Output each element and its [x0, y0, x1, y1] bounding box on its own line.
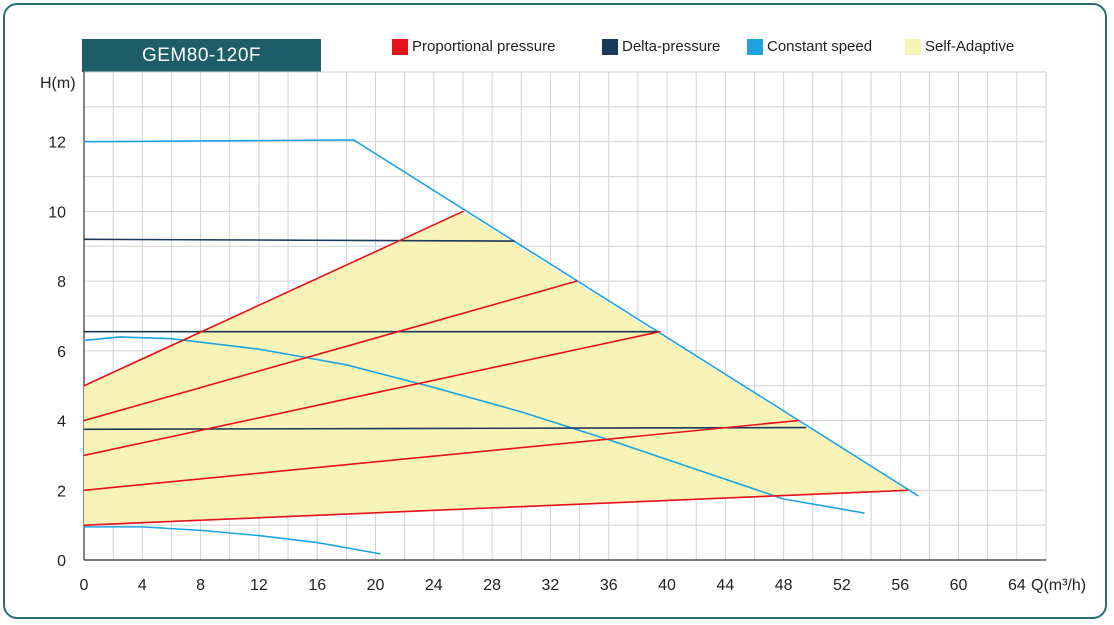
x-tick-label: 60	[950, 577, 968, 594]
x-tick-label: 16	[308, 577, 326, 594]
constant-speed-curve	[83, 139, 919, 497]
y-tick-label: 12	[48, 135, 66, 152]
x-tick-label: 64	[1008, 577, 1026, 594]
x-tick-label: 40	[658, 577, 676, 594]
x-tick-label: 4	[138, 577, 147, 594]
y-tick-label: 10	[48, 204, 66, 221]
x-tick-label: 52	[833, 577, 851, 594]
legend-label: Constant speed	[767, 38, 873, 56]
legend-swatch	[392, 38, 408, 55]
x-tick-label: 20	[367, 577, 385, 594]
x-tick-label: 8	[196, 577, 205, 594]
x-tick-label: 24	[425, 577, 443, 594]
x-tick-label: 0	[80, 577, 89, 594]
legend-swatch	[747, 38, 763, 55]
legend-item: Constant speed	[747, 38, 872, 56]
proportional-pressure-curve	[83, 419, 800, 492]
x-tick-label: 48	[775, 577, 793, 594]
y-tick-label: 4	[57, 414, 66, 431]
proportional-pressure-curve	[83, 330, 661, 457]
x-axis-label: Q(m³/h)	[1031, 577, 1086, 594]
legend-item: Proportional pressure	[392, 38, 555, 56]
legend-item: Delta-pressure	[602, 38, 720, 56]
x-tick-label: 32	[542, 577, 560, 594]
proportional-pressure-curve	[83, 280, 578, 422]
legend-label: Delta-pressure	[622, 38, 721, 56]
legend-label: Proportional pressure	[412, 38, 556, 56]
proportional-pressure-curve	[83, 210, 464, 387]
constant-speed-curve	[83, 526, 381, 555]
x-tick-label: 36	[600, 577, 618, 594]
self-adaptive-area	[84, 211, 908, 526]
y-tick-label: 0	[57, 553, 66, 570]
constant-speed-curve	[83, 336, 865, 514]
proportional-pressure-curve	[83, 489, 909, 526]
y-tick-label: 8	[57, 274, 66, 291]
legend-swatch	[602, 38, 618, 55]
x-tick-label: 28	[483, 577, 501, 594]
legend-label: Self-Adaptive	[925, 38, 1015, 56]
x-tick-label: 56	[891, 577, 909, 594]
y-tick-label: 2	[57, 483, 66, 500]
legend-swatch	[905, 38, 921, 55]
legend-item: Self-Adaptive	[905, 38, 1014, 56]
x-tick-label: 44	[716, 577, 734, 594]
y-axis-label: H(m)	[40, 75, 76, 92]
delta-pressure-curve	[83, 238, 515, 242]
chart-title: GEM80-120F	[82, 39, 321, 72]
y-tick-label: 6	[57, 344, 66, 361]
x-tick-label: 12	[250, 577, 268, 594]
